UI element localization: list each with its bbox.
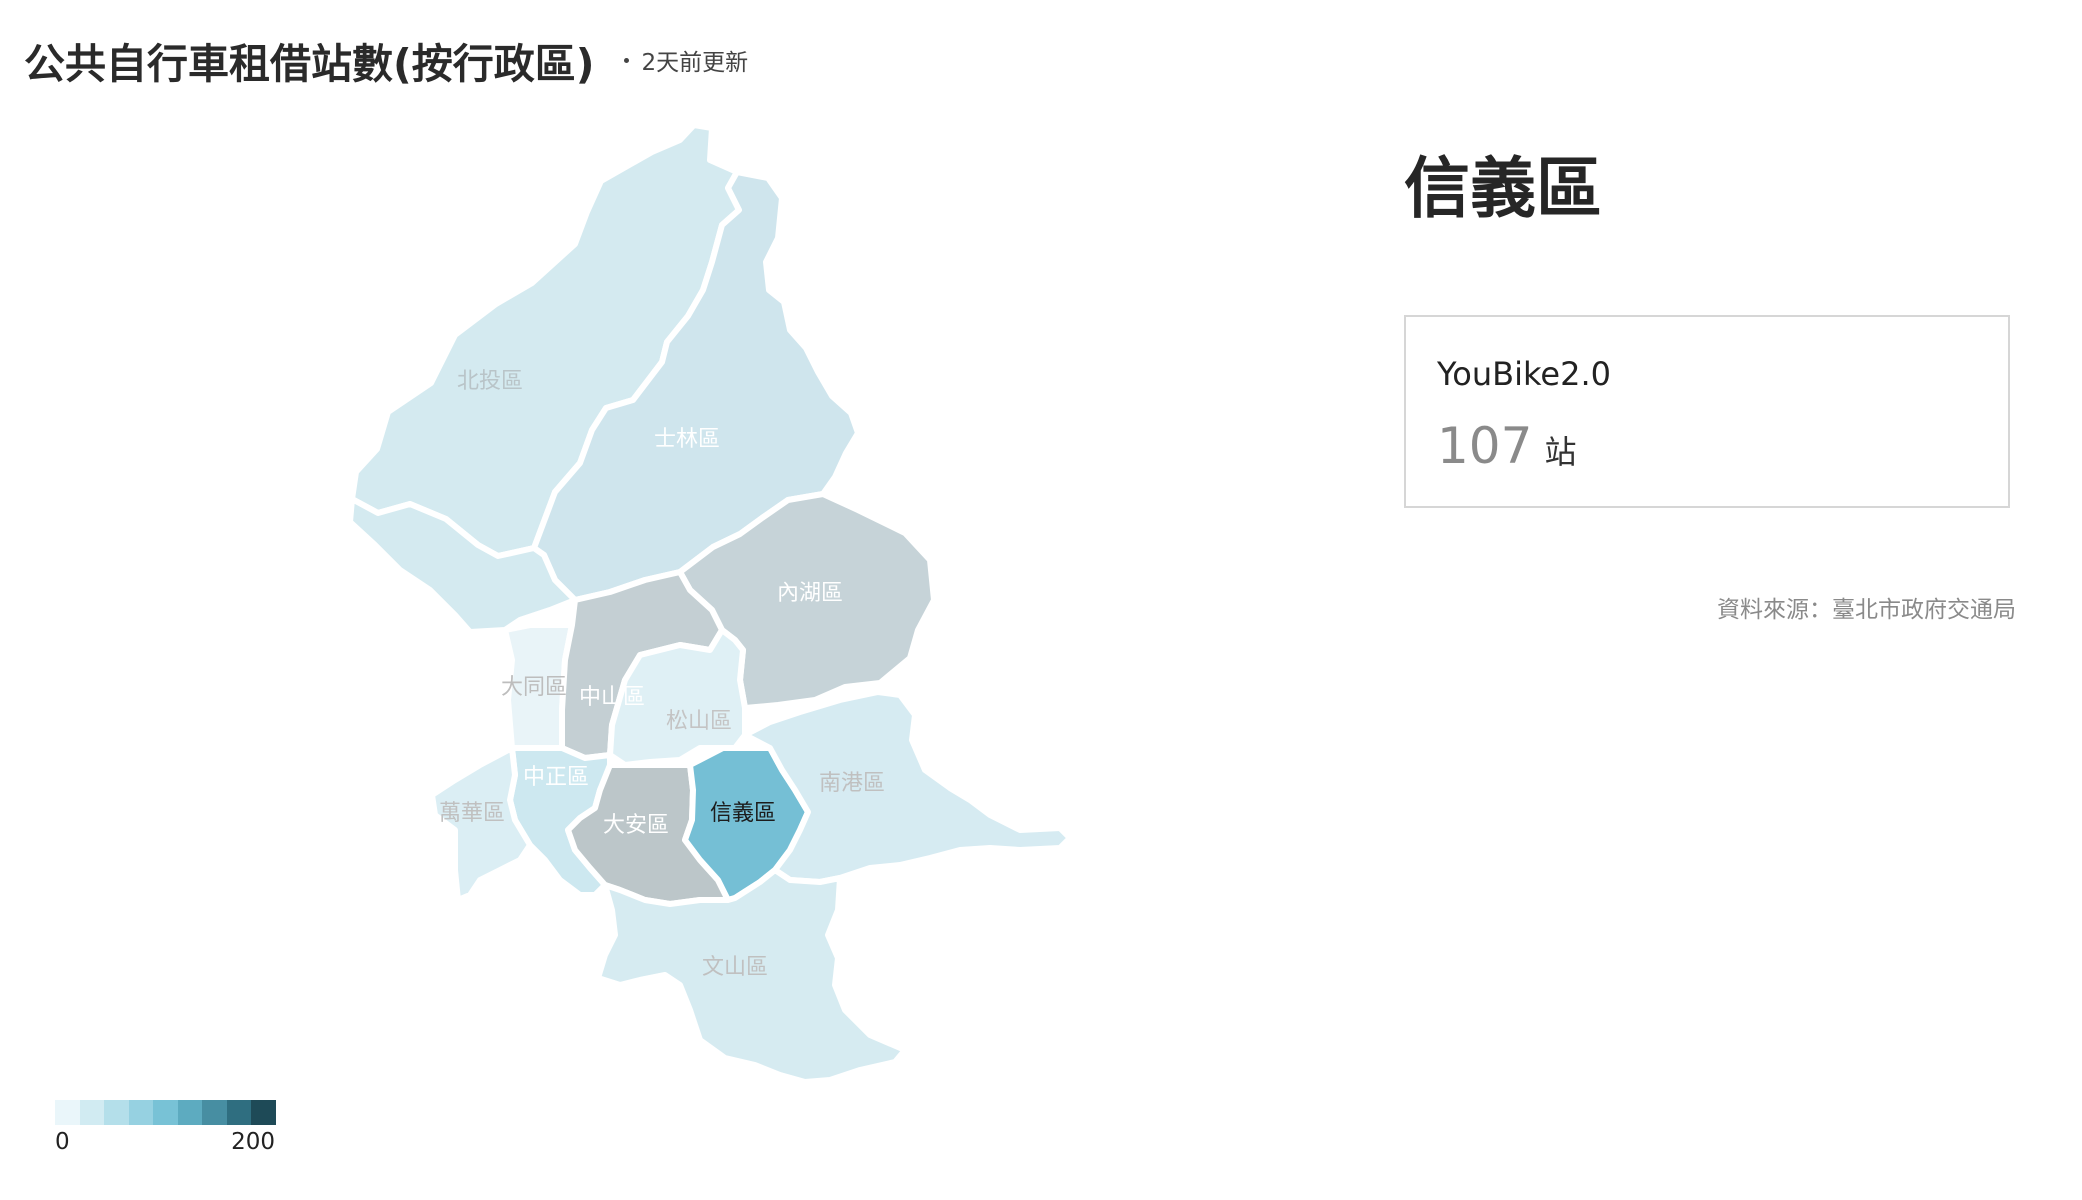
district-label-中山區: 中山區 xyxy=(579,685,645,710)
district-label-北投區: 北投區 xyxy=(457,369,523,394)
district-松山區[interactable] xyxy=(607,627,748,768)
district-map: 北投區 士林區 內湖區 大同區 中山區 松山區 中正區 萬華區 大安區 信義區 … xyxy=(347,125,1073,1085)
district-label-松山區: 松山區 xyxy=(666,709,732,734)
legend-max-label: 200 xyxy=(231,1129,275,1155)
district-文山區[interactable] xyxy=(595,867,908,1085)
district-萬華區[interactable] xyxy=(429,745,533,903)
legend-swatch xyxy=(128,1100,153,1125)
district-南港區[interactable] xyxy=(742,689,1073,885)
legend-swatch xyxy=(55,1100,80,1125)
legend-swatch xyxy=(251,1100,276,1125)
district-label-大同區: 大同區 xyxy=(501,675,567,700)
legend-color-scale xyxy=(55,1100,276,1125)
update-text: 2天前更新 xyxy=(641,50,749,76)
district-label-文山區: 文山區 xyxy=(702,955,768,980)
legend-swatch xyxy=(104,1100,129,1125)
district-label-中正區: 中正區 xyxy=(523,765,589,790)
color-legend: 0 200 xyxy=(55,1100,276,1155)
legend-min-label: 0 xyxy=(55,1129,70,1155)
district-label-士林區: 士林區 xyxy=(654,427,720,452)
station-count-unit: 站 xyxy=(1544,433,1577,471)
bullet-dot-icon xyxy=(624,57,630,63)
district-label-信義區: 信義區 xyxy=(710,801,776,826)
district-label-南港區: 南港區 xyxy=(819,771,885,796)
card-label: YouBike2.0 xyxy=(1437,355,1611,393)
station-count-value: 107 xyxy=(1437,417,1533,475)
header: 公共自行車租借站數(按行政區) 2天前更新 xyxy=(24,30,748,90)
district-label-萬華區: 萬華區 xyxy=(439,801,505,826)
legend-swatch xyxy=(79,1100,104,1125)
selected-district-title: 信義區 xyxy=(1404,150,1602,227)
legend-swatch xyxy=(202,1100,227,1125)
legend-labels: 0 200 xyxy=(55,1125,275,1155)
page-title: 公共自行車租借站數(按行政區) xyxy=(24,40,595,88)
district-label-大安區: 大安區 xyxy=(603,813,669,838)
district-北投區-plain xyxy=(347,496,578,635)
data-source-note: 資料來源：臺北市政府交通局 xyxy=(1717,597,2016,623)
legend-swatch xyxy=(226,1100,251,1125)
card-value-row: 107 站 xyxy=(1437,417,1576,475)
legend-swatch xyxy=(153,1100,178,1125)
legend-swatch xyxy=(177,1100,202,1125)
district-labels: 北投區 士林區 內湖區 大同區 中山區 松山區 中正區 萬華區 大安區 信義區 … xyxy=(439,369,885,980)
update-status: 2天前更新 xyxy=(624,43,748,77)
station-count-card: YouBike2.0 107 站 xyxy=(1404,315,2010,508)
district-label-內湖區: 內湖區 xyxy=(777,581,843,606)
